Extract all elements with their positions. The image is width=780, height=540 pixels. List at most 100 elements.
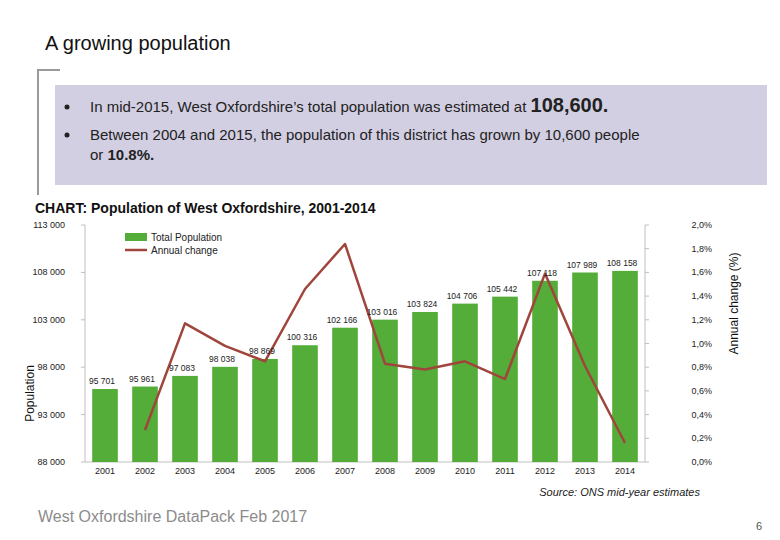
y2-tick (645, 225, 649, 226)
chart-title: CHART: Population of West Oxfordshire, 2… (35, 200, 376, 216)
x-tick-label: 2006 (295, 466, 315, 476)
data-label: 98 869 (249, 346, 275, 356)
y2-tick-label: 1,8% (691, 244, 712, 254)
y2-tick (645, 367, 649, 368)
x-tick-label: 2003 (175, 466, 195, 476)
y2-tick (645, 296, 649, 297)
slide: A growing population In mid-2015, West Ox… (0, 0, 780, 540)
y-tick (81, 272, 85, 273)
data-label: 98 038 (209, 354, 235, 364)
bullet-text: Between 2004 and 2015, the population of… (90, 126, 640, 143)
y-tick-label: 103 000 (32, 315, 65, 325)
bullet-line: or (90, 146, 108, 163)
y2-tick (645, 343, 649, 344)
bullet-text: In mid-2015, West Oxfordshire’s total po… (90, 94, 608, 116)
y2-tick (645, 248, 649, 249)
data-label: 107 989 (567, 260, 598, 270)
data-label: 103 016 (367, 307, 398, 317)
legend-swatch (125, 249, 147, 252)
data-label: 102 166 (327, 315, 358, 325)
bar (332, 328, 358, 462)
x-tick-label: 2011 (495, 466, 514, 476)
bar (212, 367, 238, 462)
y2-tick (645, 390, 649, 391)
x-tick-label: 2004 (215, 466, 235, 476)
data-label: 100 316 (287, 332, 318, 342)
y2-tick (645, 414, 649, 415)
y-axis-line (85, 225, 86, 462)
x-tick-label: 2010 (455, 466, 475, 476)
bullet-strong: 108,600. (531, 94, 609, 116)
bar (172, 376, 198, 462)
bullet-line: In mid-2015, West Oxfordshire’s total po… (90, 98, 531, 115)
y2-axis-title: Annual change (%) (727, 252, 741, 354)
y2-tick-label: 2,0% (691, 220, 712, 230)
y-axis-title: Population (23, 365, 37, 422)
source-note: Source: ONS mid-year estimates (539, 486, 700, 498)
bar (292, 345, 318, 462)
bullet-text: or 10.8%. (90, 146, 154, 163)
x-tick-label: 2005 (255, 466, 275, 476)
y2-tick (645, 272, 649, 273)
page-number: 6 (756, 520, 762, 532)
x-tick-label: 2007 (335, 466, 355, 476)
bar (452, 304, 478, 462)
y-tick (81, 462, 85, 463)
data-label: 105 442 (487, 284, 518, 294)
bar (252, 359, 278, 462)
x-tick-label: 2013 (575, 466, 595, 476)
x-tick-label: 2014 (615, 466, 635, 476)
x-axis-line (85, 462, 645, 463)
bar (372, 320, 398, 462)
y-tick-label: 113 000 (33, 220, 65, 230)
y2-tick-label: 0,0% (691, 457, 712, 467)
bullet-line: Between 2004 and 2015, the population of… (90, 126, 640, 143)
y2-tick (645, 462, 649, 463)
y-tick (81, 319, 85, 320)
y2-tick-label: 0,2% (691, 433, 712, 443)
x-tick-label: 2002 (135, 466, 155, 476)
plot-marks (92, 244, 638, 462)
data-label: 97 083 (169, 363, 195, 373)
y-tick (81, 367, 85, 368)
footer: West Oxfordshire DataPack Feb 2017 (38, 508, 307, 525)
slide-heading: A growing population (45, 32, 231, 54)
y2-tick-label: 1,2% (691, 315, 712, 325)
bar (92, 389, 118, 462)
bar (412, 312, 438, 462)
y-tick (81, 414, 85, 415)
bar (532, 281, 558, 462)
y2-tick-label: 0,8% (691, 362, 712, 372)
x-tick-label: 2001 (95, 466, 115, 476)
bullet-dot (65, 133, 70, 138)
legend-label: Total Population (151, 232, 222, 243)
y2-tick-label: 1,0% (691, 339, 712, 349)
bullet-box (55, 85, 767, 185)
y2-tick-label: 0,4% (691, 410, 712, 420)
line (145, 244, 625, 443)
data-label: 103 824 (407, 299, 438, 309)
data-label: 108 158 (607, 258, 638, 268)
data-label: 95 961 (129, 374, 155, 384)
y2-tick-label: 1,4% (691, 291, 712, 301)
y2-tick-label: 0,6% (691, 386, 712, 396)
y2-tick (645, 319, 649, 320)
x-tick-label: 2008 (375, 466, 395, 476)
legend-label: Annual change (151, 245, 218, 256)
y2-tick-label: 1,6% (691, 267, 712, 277)
y-tick (81, 225, 85, 226)
bar (132, 387, 158, 462)
data-label: 95 701 (89, 376, 115, 386)
data-labels: 95 701 95 961 97 083 98 038 98 869 100 316 102… (89, 258, 638, 386)
data-label: 107 118 (527, 268, 557, 278)
bar (612, 271, 638, 462)
bullet-dot (65, 105, 70, 110)
y2-tick (645, 438, 649, 439)
y-tick-label: 98 000 (37, 362, 65, 372)
y-tick-label: 108 000 (32, 267, 65, 277)
x-tick-label: 2009 (415, 466, 435, 476)
legend-swatch (125, 233, 147, 241)
data-label: 104 706 (447, 291, 478, 301)
y-tick-label: 93 000 (37, 410, 65, 420)
bullet-strong: 10.8%. (108, 146, 155, 163)
